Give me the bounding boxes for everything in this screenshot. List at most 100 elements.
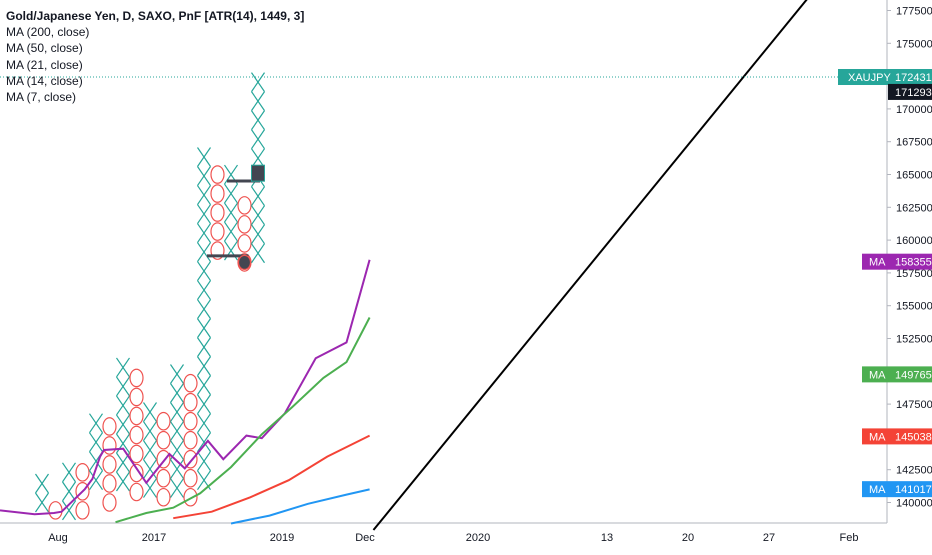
x-box [197,223,211,243]
o-box [210,165,225,184]
o-box [183,487,198,507]
o-box [129,425,144,445]
o-box [183,411,198,431]
x-box [116,395,130,416]
x-box [197,280,211,300]
x-box [116,376,130,397]
x-box [197,432,211,453]
price-tick-label: 140000 [896,498,932,510]
indicator-ma-21[interactable]: MA (21, close) [6,57,83,72]
ma-value: 149765 [895,369,932,381]
indicator-ma-50[interactable]: MA (50, close) [6,41,83,56]
price-tick-label: 157500 [896,268,932,280]
x-box [197,242,211,262]
indicator-ma-14[interactable]: MA (14, close) [6,73,83,88]
trend-line[interactable] [372,0,808,531]
o-box [156,487,171,507]
x-box [116,357,130,378]
price-tick-label: 165000 [896,170,932,182]
x-box [224,221,238,242]
ma-value-badge [862,253,932,270]
o-box [156,411,171,431]
ma-value: 141017 [895,484,932,496]
o-box [183,468,198,488]
o-box [129,463,144,483]
price-tick-label: 147500 [896,399,932,411]
x-box [197,451,211,472]
o-box [129,482,144,502]
x-box [197,394,211,414]
price-tick-label: 167500 [896,137,932,149]
indicator-ma-200[interactable]: MA (200, close) [6,25,90,40]
o-marker [237,254,252,271]
ma-value: 145038 [895,431,932,443]
x-box [224,183,238,204]
time-tick-label: 20 [682,532,694,544]
x-box [89,413,103,434]
o-box [183,430,198,450]
ma-value-badge [862,366,932,383]
ma-value-label: MA [869,369,886,381]
x-box [62,481,76,502]
ma-value-badge [862,481,932,498]
current-price-badge [838,69,932,86]
x-box [35,492,49,513]
ma-value-badge [862,428,932,445]
o-box [129,387,144,407]
crosshair-price-badge [888,83,932,100]
time-tick-label: Feb [840,532,859,544]
x-box [170,478,184,498]
o-box [75,463,90,482]
x-box [197,337,211,357]
o-box [210,184,225,203]
x-box [170,402,184,422]
o-box [75,501,90,520]
time-tick-label: 2020 [466,532,490,544]
price-tick-label: 142500 [896,465,932,477]
o-box [210,241,225,260]
price-tick-label: 170000 [896,104,932,116]
x-box [197,413,211,434]
x-box [251,129,265,149]
price-tick-label: 177500 [896,6,932,18]
x-box [170,364,184,384]
x-box [197,147,211,167]
x-box [197,166,211,186]
price-tick-label: 175000 [896,38,932,50]
time-tick-label: 2017 [142,532,166,544]
o-box [183,449,198,469]
legend: Gold/Japanese Yen, D, SAXO, PnF [ATR(14)… [6,8,304,105]
o-box [183,392,198,412]
time-tick-label: 13 [601,532,613,544]
ma-line-3 [173,434,371,520]
current-price-symbol: XAUJPY [848,72,891,84]
x-box [89,470,103,491]
x-box [143,440,157,460]
x-box [251,148,265,169]
indicator-ma-7[interactable]: MA (7, close) [6,90,77,105]
x-box [197,185,211,205]
price-tick-label: 160000 [896,235,932,247]
x-box [197,318,211,338]
o-box [210,222,225,241]
x-box [89,432,103,453]
o-box [129,406,144,426]
x-box [197,204,211,224]
o-box [156,449,171,469]
o-box [102,493,117,512]
o-box [156,468,171,488]
o-box [210,203,225,222]
ma-value-label: MA [869,431,886,443]
x-box [251,243,265,264]
o-box [237,196,252,215]
chart-title: Gold/Japanese Yen, D, SAXO, PnF [ATR(14)… [6,9,305,23]
x-box [251,72,265,92]
x-box [170,383,184,403]
x-box [251,205,265,226]
x-box [116,414,130,435]
x-box [251,110,265,130]
x-box [143,421,157,441]
price-tick-label: 155000 [896,301,932,313]
